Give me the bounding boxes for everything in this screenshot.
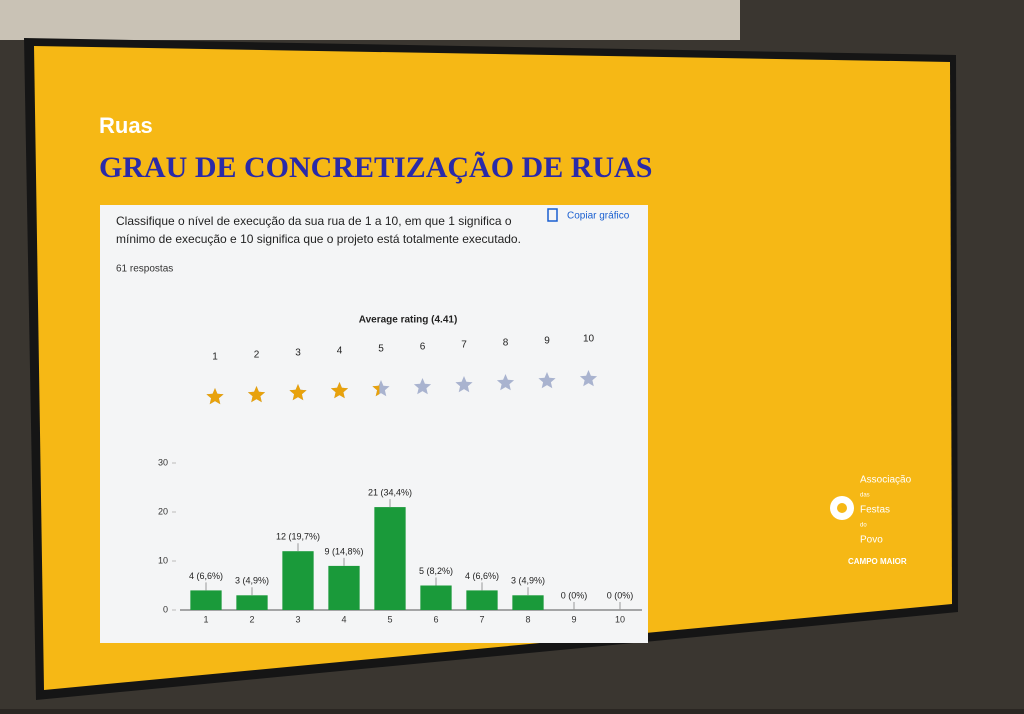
copy-button[interactable]: Copiar gráfico xyxy=(567,211,630,222)
value-label: 5 (8,2%) xyxy=(419,566,453,576)
bar xyxy=(190,590,222,610)
bar xyxy=(466,590,498,610)
y-tick-label: 10 xyxy=(158,555,168,565)
wall xyxy=(0,0,740,40)
x-tick-label: 2 xyxy=(249,614,254,624)
value-label: 0 (0%) xyxy=(561,590,588,600)
star-filled xyxy=(330,382,349,399)
value-label: 21 (34,4%) xyxy=(368,487,412,497)
rating-level: 4 xyxy=(337,346,343,357)
x-tick-label: 8 xyxy=(525,614,530,624)
rating-level: 6 xyxy=(420,342,426,353)
bar xyxy=(512,595,544,610)
copy-icon[interactable] xyxy=(547,208,558,222)
bar xyxy=(374,507,406,610)
logo-text: Festas xyxy=(860,505,890,516)
star-filled xyxy=(247,386,266,403)
star-empty xyxy=(455,376,473,393)
value-label: 4 (6,6%) xyxy=(465,571,499,581)
responses-count: 61 respostas xyxy=(116,264,173,275)
rating-level: 8 xyxy=(503,338,509,349)
x-tick-label: 5 xyxy=(387,614,392,624)
logo-flower-center xyxy=(837,503,847,513)
logo-text: Povo xyxy=(860,535,883,546)
logo-place: CAMPO MAIOR xyxy=(848,557,907,566)
x-tick-label: 9 xyxy=(571,614,576,624)
x-tick-label: 1 xyxy=(203,614,208,624)
logo xyxy=(830,496,854,520)
rating-level: 2 xyxy=(254,350,260,361)
logo-text: do xyxy=(860,523,867,529)
rating-level: 9 xyxy=(544,336,550,347)
section-label: Ruas xyxy=(99,113,153,138)
bar xyxy=(420,585,452,610)
rating-level: 5 xyxy=(378,344,384,355)
logo-text: das xyxy=(860,493,870,499)
x-tick-label: 3 xyxy=(295,614,300,624)
question-line: mínimo de execução e 10 significa que o … xyxy=(116,232,521,246)
chart-title: Average rating (4.41) xyxy=(359,315,458,326)
star-empty xyxy=(579,370,598,387)
star-filled xyxy=(372,383,380,397)
y-tick-label: 20 xyxy=(158,506,168,516)
logo-text: Associação xyxy=(860,475,912,486)
star-filled xyxy=(206,388,224,405)
value-label: 0 (0%) xyxy=(607,590,634,600)
bar xyxy=(282,551,314,610)
value-label: 12 (19,7%) xyxy=(276,532,320,542)
value-label: 3 (4,9%) xyxy=(511,576,545,586)
y-tick-label: 0 xyxy=(163,604,168,614)
star-filled xyxy=(289,384,307,401)
heading: GRAU DE CONCRETIZAÇÃO DE RUAS xyxy=(99,151,652,184)
x-tick-label: 10 xyxy=(615,614,625,624)
x-tick-label: 4 xyxy=(341,614,346,624)
value-label: 3 (4,9%) xyxy=(235,576,269,586)
rating-level: 7 xyxy=(461,340,467,351)
rating-level: 10 xyxy=(583,334,595,345)
value-label: 9 (14,8%) xyxy=(324,546,363,556)
x-tick-label: 7 xyxy=(479,614,484,624)
star-empty xyxy=(538,372,556,389)
form-card xyxy=(100,205,648,643)
y-tick-label: 30 xyxy=(158,457,168,467)
star-empty xyxy=(496,374,515,391)
rating-level: 3 xyxy=(295,348,301,359)
star-empty xyxy=(413,378,432,395)
bar xyxy=(328,565,360,610)
value-label: 4 (6,6%) xyxy=(189,571,223,581)
x-tick-label: 6 xyxy=(433,614,438,624)
bar xyxy=(236,595,268,610)
rating-level: 1 xyxy=(212,352,218,363)
question-line: Classifique o nível de execução da sua r… xyxy=(116,214,512,228)
